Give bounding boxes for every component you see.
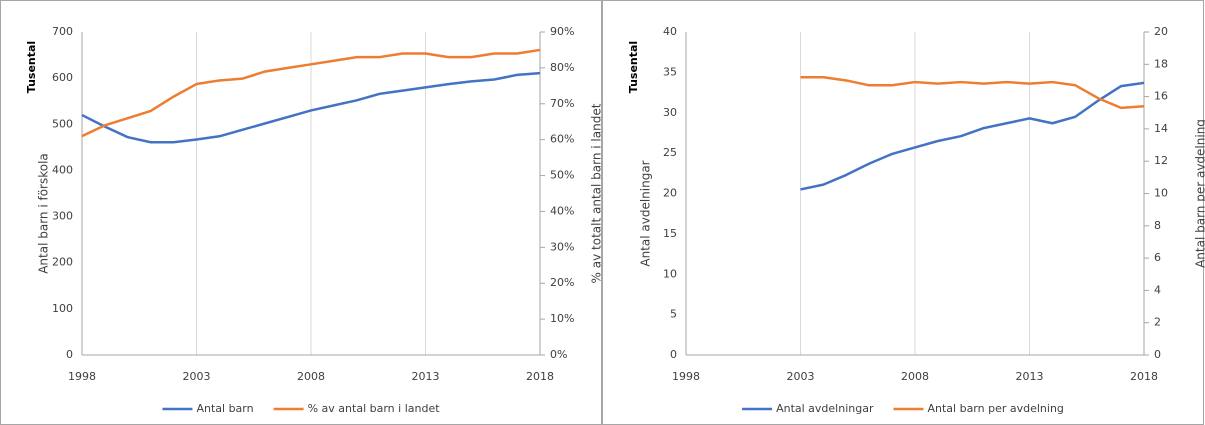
legend-label: Antal barn per avdelning — [927, 402, 1063, 415]
y-tick-label: 400 — [52, 163, 73, 176]
y2-tick-label: 4 — [1154, 283, 1161, 296]
legend-label: % av antal barn i landet — [308, 402, 441, 415]
y-tick-label: 20 — [663, 187, 677, 200]
y2-tick-label: 90% — [550, 25, 574, 38]
x-tick-label: 2008 — [297, 370, 325, 383]
y-tick-label: 5 — [670, 308, 677, 321]
y2-tick-label: 70% — [550, 97, 574, 110]
x-tick-label: 2008 — [901, 370, 929, 383]
y2-tick-label: 6 — [1154, 251, 1161, 264]
panel-border — [602, 0, 1204, 425]
legend-label: Antal avdelningar — [776, 402, 874, 415]
y-tick-label: 25 — [663, 146, 677, 159]
y2-tick-label: 0 — [1154, 348, 1161, 361]
y-tick-label: 500 — [52, 117, 73, 130]
x-tick-label: 2013 — [412, 370, 440, 383]
legend-label: Antal barn — [196, 402, 253, 415]
line-series — [800, 75, 1145, 110]
line-series — [81, 71, 541, 144]
y-tick-label: 700 — [52, 25, 73, 38]
y2-tick-label: 2 — [1154, 316, 1161, 329]
y-tick-label: 35 — [663, 65, 677, 78]
y2-axis-label: Antal barn per avdelning — [1194, 119, 1205, 268]
y-axis-label: Antal avdelningar — [639, 160, 653, 266]
y2-tick-label: 0% — [550, 348, 567, 361]
y2-tick-label: 50% — [550, 169, 574, 182]
y2-tick-label: 20% — [550, 276, 574, 289]
y-axis-label: Antal barn i förskola — [37, 153, 51, 274]
y-tick-label: 600 — [52, 71, 73, 84]
y2-tick-label: 60% — [550, 133, 574, 146]
y-tick-label: 0 — [66, 348, 73, 361]
y-tick-label: 40 — [663, 25, 677, 38]
annotation: Tusental — [25, 41, 38, 93]
y2-tick-label: 80% — [550, 61, 574, 74]
x-tick-label: 1998 — [68, 370, 96, 383]
panel-border — [0, 0, 602, 425]
y-tick-label: 15 — [663, 227, 677, 240]
x-tick-label: 1998 — [672, 370, 700, 383]
y2-tick-label: 8 — [1154, 219, 1161, 232]
x-tick-label: 2003 — [183, 370, 211, 383]
x-tick-label: 2013 — [1016, 370, 1044, 383]
y2-axis-label: % av totalt antal barn i landet — [590, 103, 604, 283]
y2-tick-label: 20 — [1154, 25, 1168, 38]
y2-tick-label: 10% — [550, 312, 574, 325]
y-tick-label: 100 — [52, 302, 73, 315]
y2-tick-label: 40% — [550, 204, 574, 217]
line-series — [81, 48, 541, 138]
x-tick-label: 2018 — [526, 370, 554, 383]
y2-tick-label: 18 — [1154, 57, 1168, 70]
x-tick-label: 2003 — [787, 370, 815, 383]
y-tick-label: 0 — [670, 348, 677, 361]
y-tick-label: 10 — [663, 267, 677, 280]
y2-tick-label: 30% — [550, 240, 574, 253]
y2-tick-label: 16 — [1154, 90, 1168, 103]
line-series — [800, 81, 1145, 191]
y-tick-label: 30 — [663, 106, 677, 119]
annotation: Tusental — [627, 41, 640, 93]
y2-tick-label: 14 — [1154, 122, 1168, 135]
y-tick-label: 200 — [52, 256, 73, 269]
y2-tick-label: 12 — [1154, 154, 1168, 167]
y-tick-label: 300 — [52, 210, 73, 223]
x-tick-label: 2018 — [1130, 370, 1158, 383]
y2-tick-label: 10 — [1154, 187, 1168, 200]
